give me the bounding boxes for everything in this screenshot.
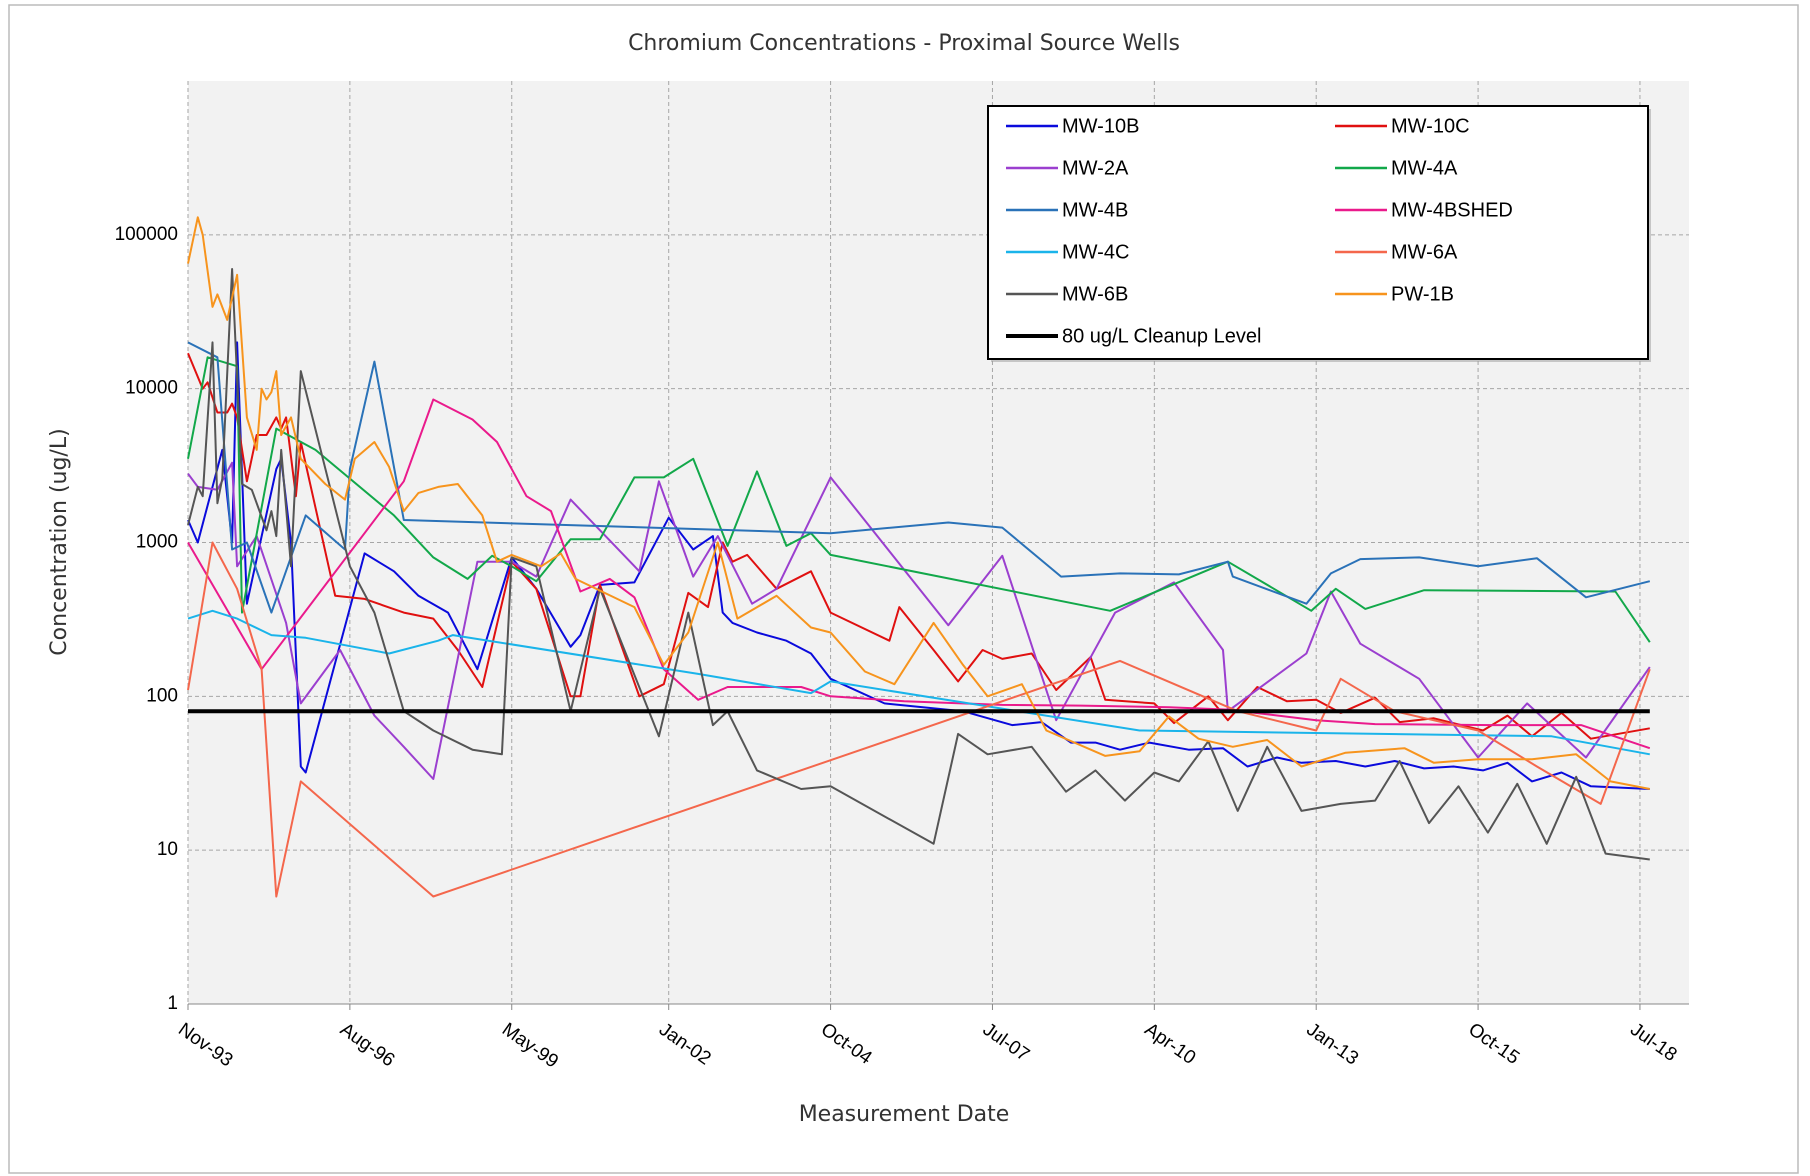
series-line	[187, 352, 1650, 740]
y-tick-label: 1	[167, 993, 178, 1014]
legend: MW-10B MW-10C MW-2A MW-4A MW-4B MW-4BSHED MW-4…	[987, 105, 1651, 362]
chart-title: Chromium Concentrations - Proximal Sourc…	[628, 31, 1180, 56]
series-line	[187, 341, 1650, 790]
series-line	[187, 541, 1651, 898]
legend-label: MW-2A	[1062, 157, 1129, 179]
y-axis-label: Concentration (ug/L)	[47, 428, 72, 655]
legend-label: MW-4BSHED	[1391, 199, 1513, 221]
series-line	[187, 398, 1651, 750]
legend-label: MW-4C	[1062, 241, 1129, 263]
y-tick-label: 10000	[125, 378, 178, 399]
legend-label: PW-1B	[1391, 283, 1454, 305]
legend-label: MW-6B	[1062, 283, 1128, 305]
series-line	[187, 268, 1650, 861]
legend-label: 80 ug/L Cleanup Level	[1062, 325, 1261, 347]
legend-label: MW-4B	[1062, 199, 1128, 221]
series-line	[187, 341, 1651, 614]
legend-box	[987, 105, 1649, 360]
legend-label: MW-10C	[1391, 115, 1470, 137]
y-tick-label: 10	[157, 839, 178, 860]
series-line	[187, 609, 1650, 756]
legend-label: MW-4A	[1391, 157, 1458, 179]
x-axis-label: Measurement Date	[799, 1102, 1010, 1127]
y-tick-label: 100	[146, 685, 178, 706]
series-line	[187, 216, 1650, 790]
y-tick-label: 1000	[136, 532, 178, 553]
series-line	[187, 356, 1651, 643]
legend-label: MW-10B	[1062, 115, 1139, 137]
y-tick-label: 100000	[115, 224, 178, 245]
legend-label: MW-6A	[1391, 241, 1458, 263]
series-line	[187, 461, 1651, 780]
